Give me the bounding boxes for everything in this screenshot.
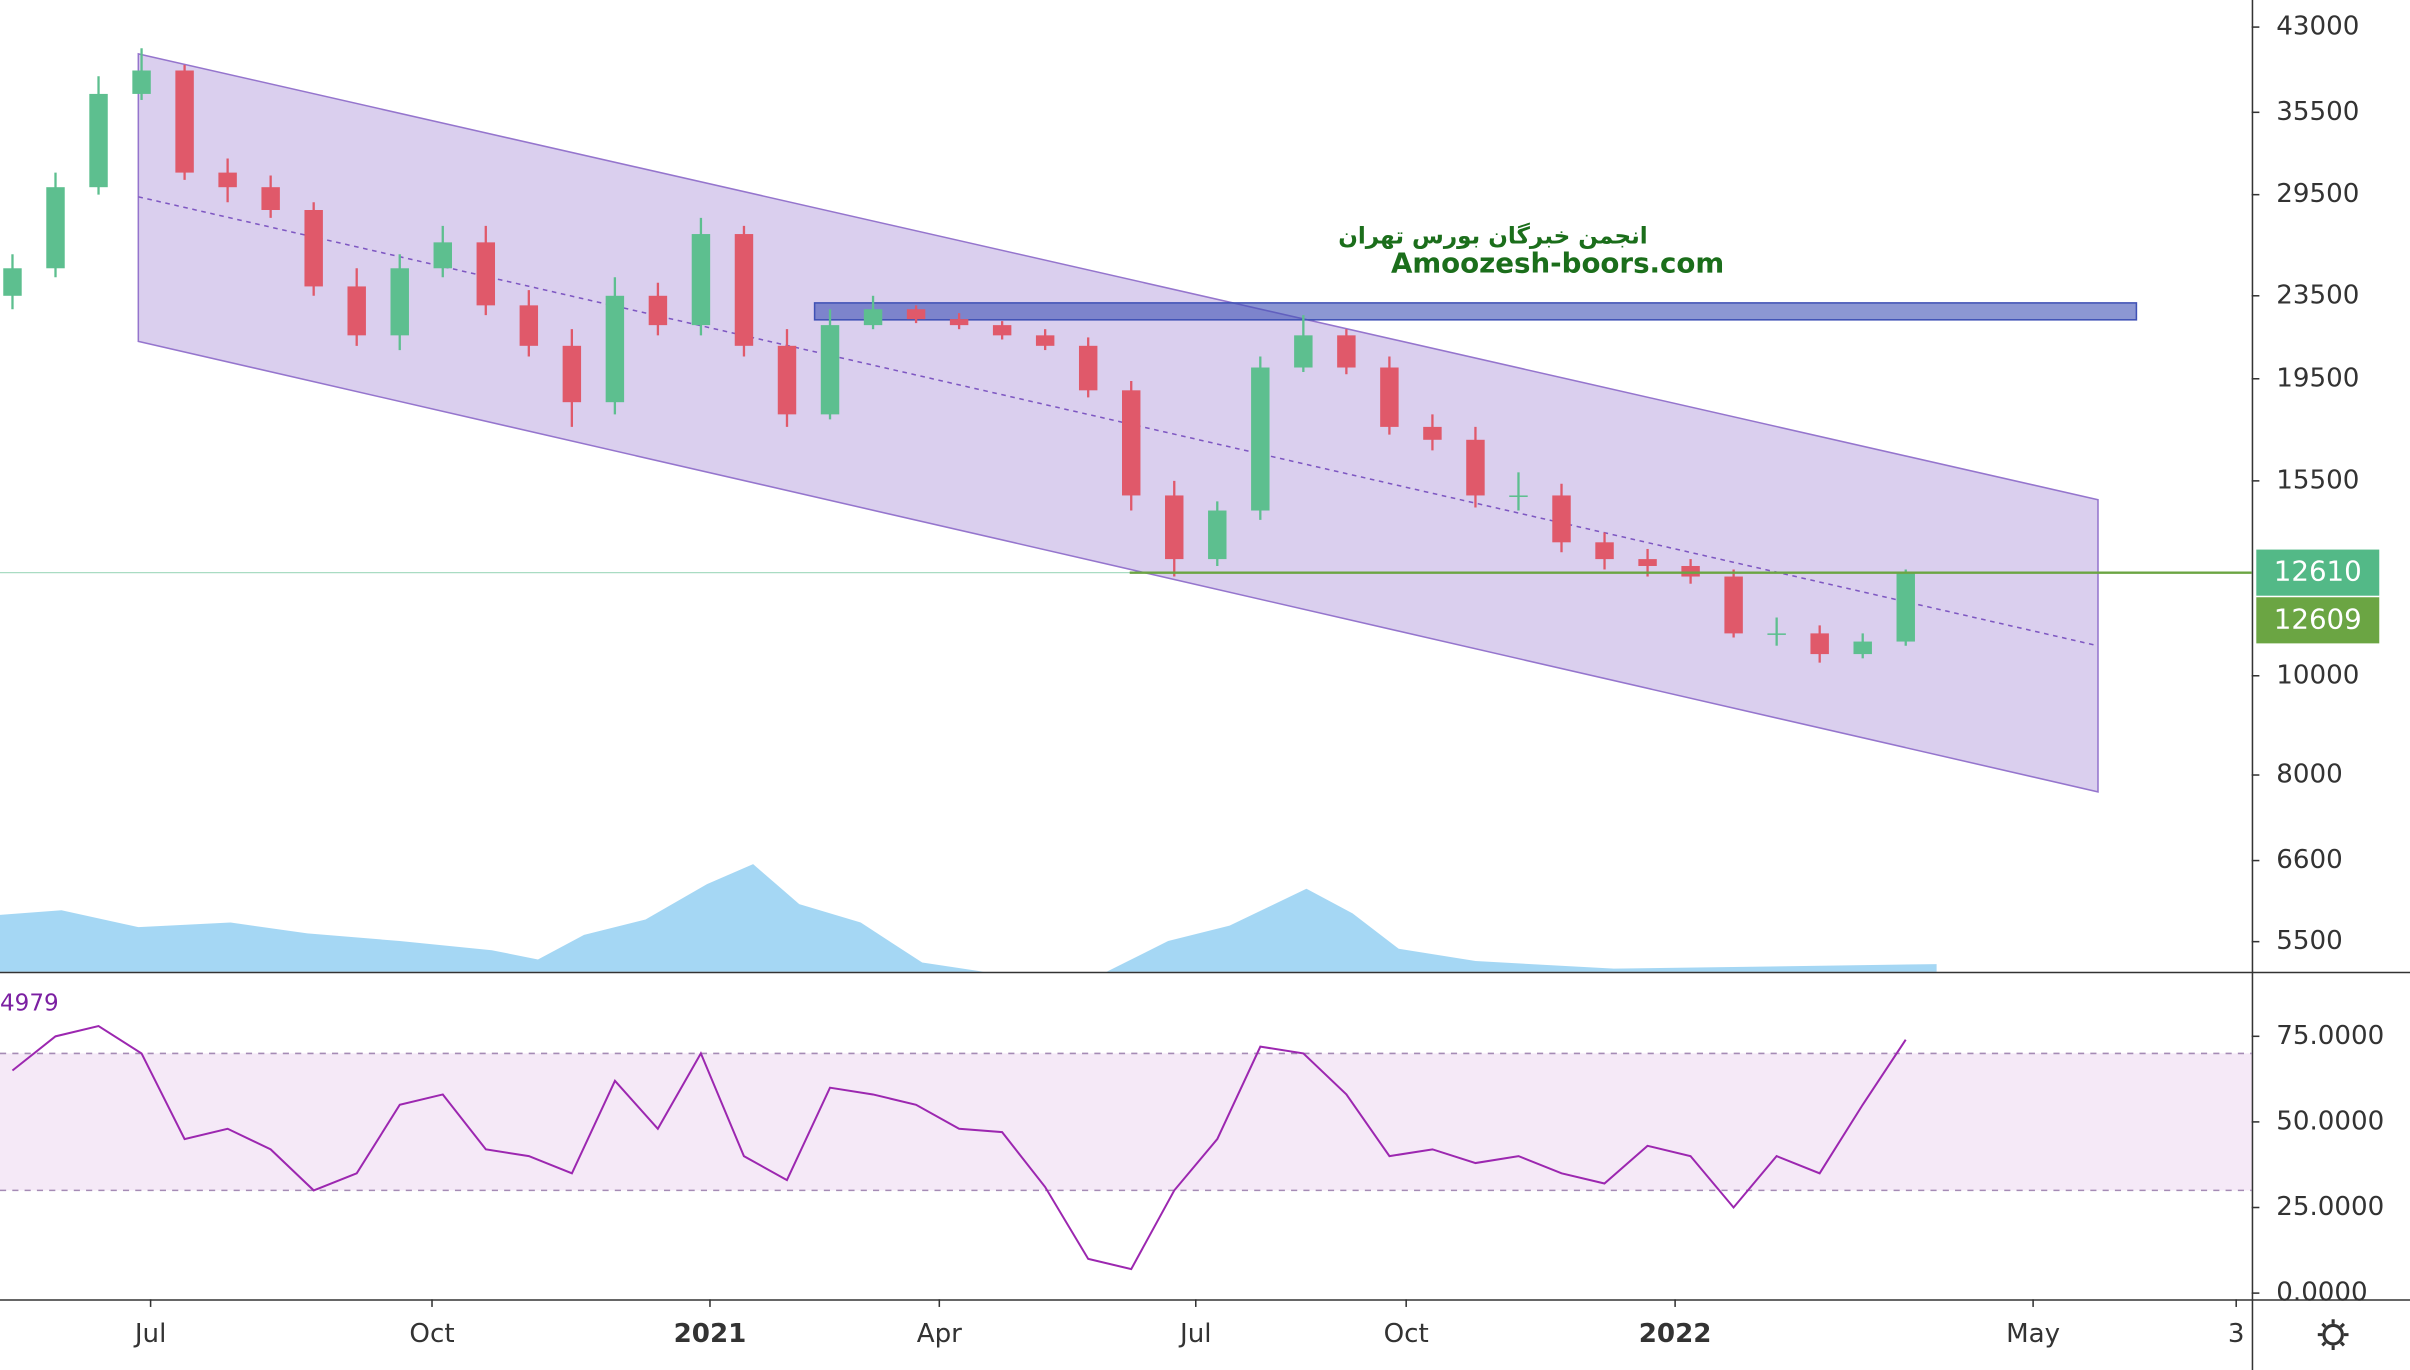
candle-body bbox=[1595, 542, 1614, 560]
candle-body bbox=[1638, 559, 1657, 566]
y-tick-label: 6600 bbox=[2276, 845, 2342, 875]
y-tick-label: 10000 bbox=[2276, 660, 2359, 690]
candle-body bbox=[1552, 495, 1571, 543]
candle-body bbox=[648, 295, 668, 326]
y-tick-label: 43000 bbox=[2276, 12, 2359, 42]
volume-area bbox=[0, 864, 1937, 972]
candle-body bbox=[175, 70, 194, 173]
candle-body bbox=[3, 268, 22, 296]
candle-body bbox=[347, 286, 366, 336]
rsi-tick-label: 75.0000 bbox=[2276, 1021, 2384, 1051]
x-tick-label: Jul bbox=[133, 1319, 167, 1349]
annotation-title: انجمن خبرگان بورس تهران bbox=[1338, 222, 1647, 249]
settings-icon[interactable] bbox=[2317, 1319, 2349, 1351]
x-tick-label: 2022 bbox=[1639, 1319, 1712, 1349]
candle-body bbox=[89, 93, 108, 188]
y-tick-label: 35500 bbox=[2276, 97, 2359, 127]
y-tick-label: 19500 bbox=[2276, 363, 2359, 393]
rsi-tick-label: 0.0000 bbox=[2276, 1278, 2367, 1308]
candle-body bbox=[261, 187, 280, 211]
x-tick-label: 2021 bbox=[674, 1319, 747, 1349]
candle-body bbox=[1294, 335, 1313, 368]
candle-body bbox=[1251, 367, 1270, 511]
candle-body bbox=[1681, 565, 1700, 577]
y-tick-label: 15500 bbox=[2276, 465, 2359, 495]
candle-body bbox=[777, 345, 797, 415]
rsi-line bbox=[11, 1024, 1907, 1271]
candle-body bbox=[46, 187, 65, 269]
candle-body bbox=[691, 234, 711, 326]
candle-body bbox=[1208, 510, 1227, 560]
candle-body bbox=[863, 309, 883, 326]
candle-body bbox=[1509, 495, 1528, 497]
candle-body bbox=[906, 309, 926, 320]
candle-body bbox=[1423, 426, 1442, 440]
price-label: 12610 bbox=[2274, 555, 2362, 588]
candle-body bbox=[949, 319, 969, 326]
x-tick-label: Jul bbox=[1178, 1319, 1212, 1349]
candle-body bbox=[562, 345, 582, 403]
candle-body bbox=[304, 210, 323, 287]
candle-body bbox=[1165, 495, 1184, 560]
channel-midline bbox=[138, 196, 2099, 647]
rsi-tick-label: 50.0000 bbox=[2276, 1106, 2384, 1136]
price-label: 12609 bbox=[2274, 602, 2362, 635]
price-label-box bbox=[2256, 549, 2380, 596]
candle-body bbox=[1466, 439, 1485, 496]
candle-body bbox=[1767, 633, 1786, 635]
candle-body bbox=[1380, 367, 1399, 427]
resistance-zone bbox=[813, 302, 2138, 321]
candle-body bbox=[734, 234, 754, 346]
rsi-label: 4979 bbox=[0, 991, 59, 1017]
annotation-subtitle: Amoozesh-boors.com bbox=[1391, 246, 1724, 279]
price-label-box bbox=[2256, 597, 2380, 644]
candle-body bbox=[1853, 641, 1872, 655]
y-tick-label: 23500 bbox=[2276, 280, 2359, 310]
candle-body bbox=[820, 325, 840, 415]
candle-body bbox=[1896, 572, 1915, 642]
y-tick-label: 8000 bbox=[2276, 760, 2342, 790]
candle-body bbox=[605, 295, 625, 403]
rsi-tick-label: 25.0000 bbox=[2276, 1192, 2384, 1222]
candle-body bbox=[132, 70, 151, 94]
candle-body bbox=[992, 325, 1012, 336]
candle-body bbox=[1337, 335, 1356, 368]
candle-body bbox=[1122, 390, 1141, 496]
candle-body bbox=[1035, 335, 1055, 346]
x-tick-label: Oct bbox=[409, 1319, 454, 1349]
y-tick-label: 29500 bbox=[2276, 179, 2359, 209]
x-tick-label: Apr bbox=[917, 1319, 962, 1349]
candle-body bbox=[433, 242, 452, 269]
rsi-band bbox=[0, 1053, 2252, 1191]
x-tick-label: Oct bbox=[1384, 1319, 1429, 1349]
candle-body bbox=[1078, 345, 1098, 391]
x-tick-label: 3 bbox=[2228, 1319, 2245, 1349]
candle-body bbox=[519, 305, 539, 346]
x-tick-label: May bbox=[2006, 1319, 2060, 1349]
y-tick-label: 5500 bbox=[2276, 926, 2342, 956]
channel bbox=[137, 52, 2099, 793]
candle-body bbox=[1810, 633, 1829, 655]
candle-body bbox=[476, 242, 496, 306]
candle-body bbox=[1724, 576, 1743, 634]
candle-body bbox=[390, 268, 409, 336]
candle-body bbox=[218, 172, 237, 188]
